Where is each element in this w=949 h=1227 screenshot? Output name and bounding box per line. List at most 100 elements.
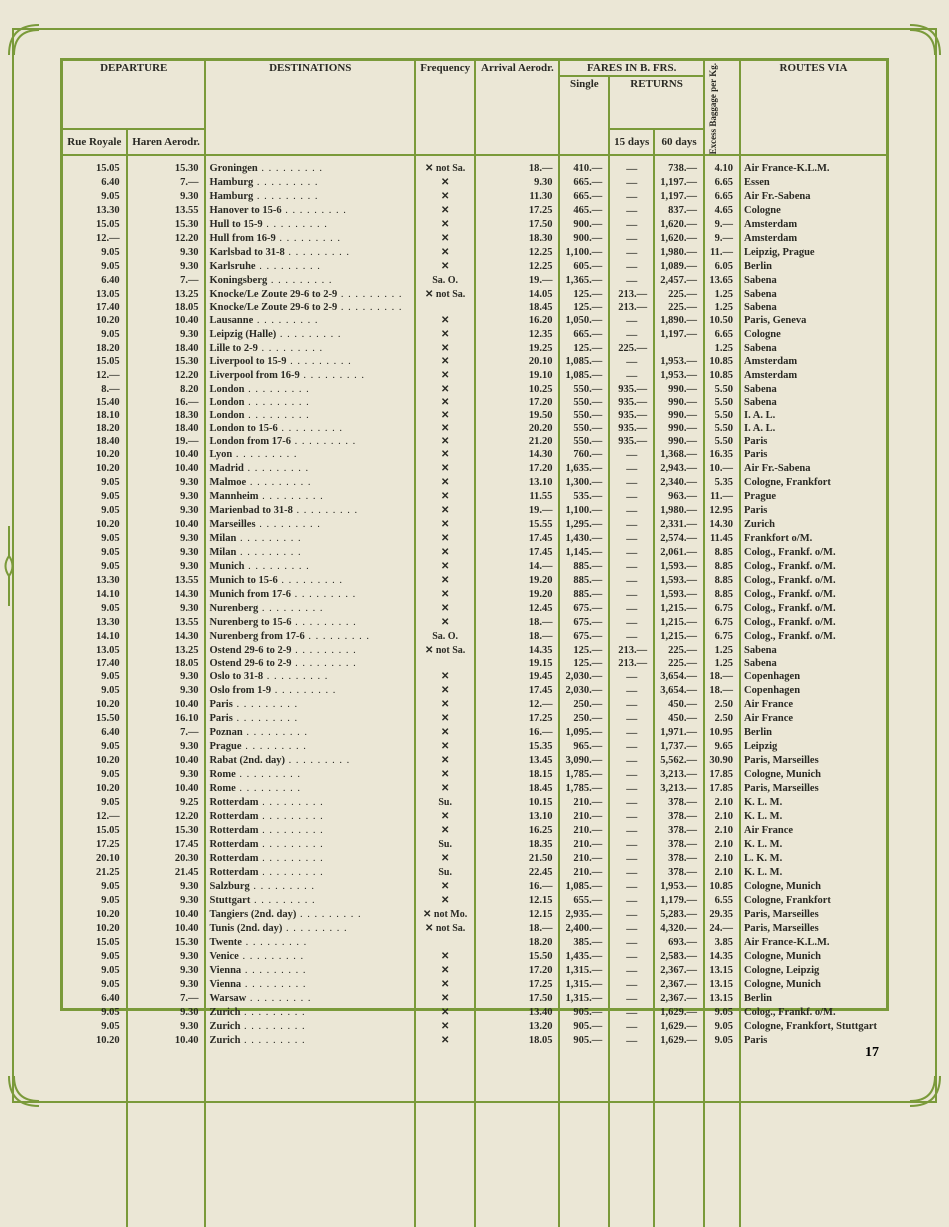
- cell-exc: 4.10: [704, 162, 740, 176]
- cell-rue: 9.05: [63, 602, 127, 616]
- cell-dest: Liverpool from 16-9: [205, 369, 414, 383]
- cell-dest: Madrid: [205, 462, 414, 476]
- cell-r60: 5,283.—: [654, 908, 704, 922]
- table-row: 9.059.30Oslo to 31-8✕19.452,030.——3,654.…: [63, 670, 886, 684]
- cell-route: Colog., Frankf. o/M.: [740, 616, 886, 630]
- cell-arr: 17.20: [475, 462, 559, 476]
- cell-dest: Rotterdam: [205, 838, 414, 852]
- cell-route: Air France-K.L.M.: [740, 162, 886, 176]
- cell-single: 550.—: [559, 396, 609, 409]
- cell-haren: 9.30: [127, 602, 206, 616]
- cell-arr: 11.30: [475, 190, 559, 204]
- cell-exc: 18.—: [704, 670, 740, 684]
- cell-dest: Koningsberg: [205, 274, 414, 288]
- hdr-routes: ROUTES VIA: [740, 61, 886, 155]
- table-row: 9.059.30Hamburg✕11.30665.——1,197.—6.65Ai…: [63, 190, 886, 204]
- timetable-body: 15.0515.30Groningen✕ not Sa.18.—410.——73…: [63, 155, 886, 1227]
- cell-dest: Leipzig (Halle): [205, 328, 414, 342]
- cell-exc: 5.50: [704, 435, 740, 448]
- cell-freq: ✕: [415, 204, 475, 218]
- cell-route: Amsterdam: [740, 369, 886, 383]
- cell-r15: —: [609, 838, 654, 852]
- cell-single: 1,145.—: [559, 546, 609, 560]
- cell-arr: 12.—: [475, 698, 559, 712]
- cell-rue: 13.30: [63, 616, 127, 630]
- cell-single: 1,430.—: [559, 532, 609, 546]
- cell-single: 900.—: [559, 218, 609, 232]
- cell-r60: 1,620.—: [654, 232, 704, 246]
- cell-arr: 18.30: [475, 232, 559, 246]
- cell-route: Air France: [740, 712, 886, 726]
- cell-freq: ✕: [415, 602, 475, 616]
- cell-route: Colog., Frankf. o/M.: [740, 560, 886, 574]
- cell-r60: 1,620.—: [654, 218, 704, 232]
- cell-freq: ✕: [415, 978, 475, 992]
- cell-freq: ✕: [415, 232, 475, 246]
- cell-haren: 13.55: [127, 204, 206, 218]
- cell-route: Colog., Frankf. o/M.: [740, 630, 886, 644]
- cell-r60: 2,367.—: [654, 978, 704, 992]
- cell-haren: 9.25: [127, 796, 206, 810]
- cell-r60: 378.—: [654, 796, 704, 810]
- cell-dest: Paris: [205, 712, 414, 726]
- cell-route: Amsterdam: [740, 218, 886, 232]
- cell-arr: 15.35: [475, 740, 559, 754]
- table-row: 10.2010.40Rome✕18.451,785.——3,213.—17.85…: [63, 782, 886, 796]
- cell-dest: Rome: [205, 782, 414, 796]
- cell-r15: 225.—: [609, 342, 654, 355]
- cell-r60: 1,629.—: [654, 1006, 704, 1020]
- cell-haren: 12.20: [127, 810, 206, 824]
- cell-single: 1,085.—: [559, 880, 609, 894]
- cell-dest: Oslo from 1-9: [205, 684, 414, 698]
- cell-rue: 15.05: [63, 218, 127, 232]
- cell-rue: 9.05: [63, 546, 127, 560]
- cell-r60: 1,197.—: [654, 328, 704, 342]
- cell-dest: Milan: [205, 532, 414, 546]
- cell-exc: 1.25: [704, 644, 740, 657]
- cell-single: 1,085.—: [559, 369, 609, 383]
- cell-haren: 9.30: [127, 1006, 206, 1020]
- cell-exc: 9.05: [704, 1020, 740, 1034]
- cell-exc: 18.—: [704, 684, 740, 698]
- cell-freq: ✕: [415, 894, 475, 908]
- cell-freq: ✕ not Sa.: [415, 922, 475, 936]
- cell-r15: 935.—: [609, 396, 654, 409]
- cell-single: 1,635.—: [559, 462, 609, 476]
- cell-r60: 990.—: [654, 422, 704, 435]
- cell-route: Paris, Marseilles: [740, 908, 886, 922]
- cell-haren: 7.—: [127, 726, 206, 740]
- cell-rue: 9.05: [63, 740, 127, 754]
- table-row: 9.059.30Zurich✕13.40905.——1,629.—9.05Col…: [63, 1006, 886, 1020]
- cell-r60: 1,980.—: [654, 504, 704, 518]
- cell-dest: Lille to 2-9: [205, 342, 414, 355]
- cell-dest: Liverpool to 15-9: [205, 355, 414, 369]
- cell-r60: 1,089.—: [654, 260, 704, 274]
- cell-arr: 15.55: [475, 518, 559, 532]
- cell-freq: ✕: [415, 448, 475, 462]
- table-row: 10.2010.40Lausanne✕16.201,050.——1,890.—1…: [63, 314, 886, 328]
- cell-single: 3,090.—: [559, 754, 609, 768]
- cell-route: Air Fr.-Sabena: [740, 462, 886, 476]
- cell-r15: —: [609, 852, 654, 866]
- timetable-header: DEPARTURE DESTINATIONS Frequency Arrival…: [63, 61, 886, 155]
- cell-arr: 18.—: [475, 922, 559, 936]
- cell-exc: 6.75: [704, 602, 740, 616]
- cell-route: Sabena: [740, 383, 886, 396]
- cell-exc: 10.85: [704, 355, 740, 369]
- cell-rue: 20.10: [63, 852, 127, 866]
- hdr-frequency: Frequency: [415, 61, 475, 155]
- cell-route: Paris, Marseilles: [740, 922, 886, 936]
- cell-single: 905.—: [559, 1020, 609, 1034]
- cell-freq: ✕: [415, 532, 475, 546]
- cell-rue: 12.—: [63, 810, 127, 824]
- cell-arr: 17.45: [475, 546, 559, 560]
- cell-freq: ✕: [415, 852, 475, 866]
- cell-dest: Rotterdam: [205, 866, 414, 880]
- timetable-frame: DEPARTURE DESTINATIONS Frequency Arrival…: [60, 58, 889, 1011]
- cell-haren: 9.30: [127, 490, 206, 504]
- cell-dest: Twente: [205, 936, 414, 950]
- cell-r60: 450.—: [654, 712, 704, 726]
- cell-route: Cologne, Munich: [740, 978, 886, 992]
- cell-rue: 10.20: [63, 908, 127, 922]
- cell-r15: —: [609, 204, 654, 218]
